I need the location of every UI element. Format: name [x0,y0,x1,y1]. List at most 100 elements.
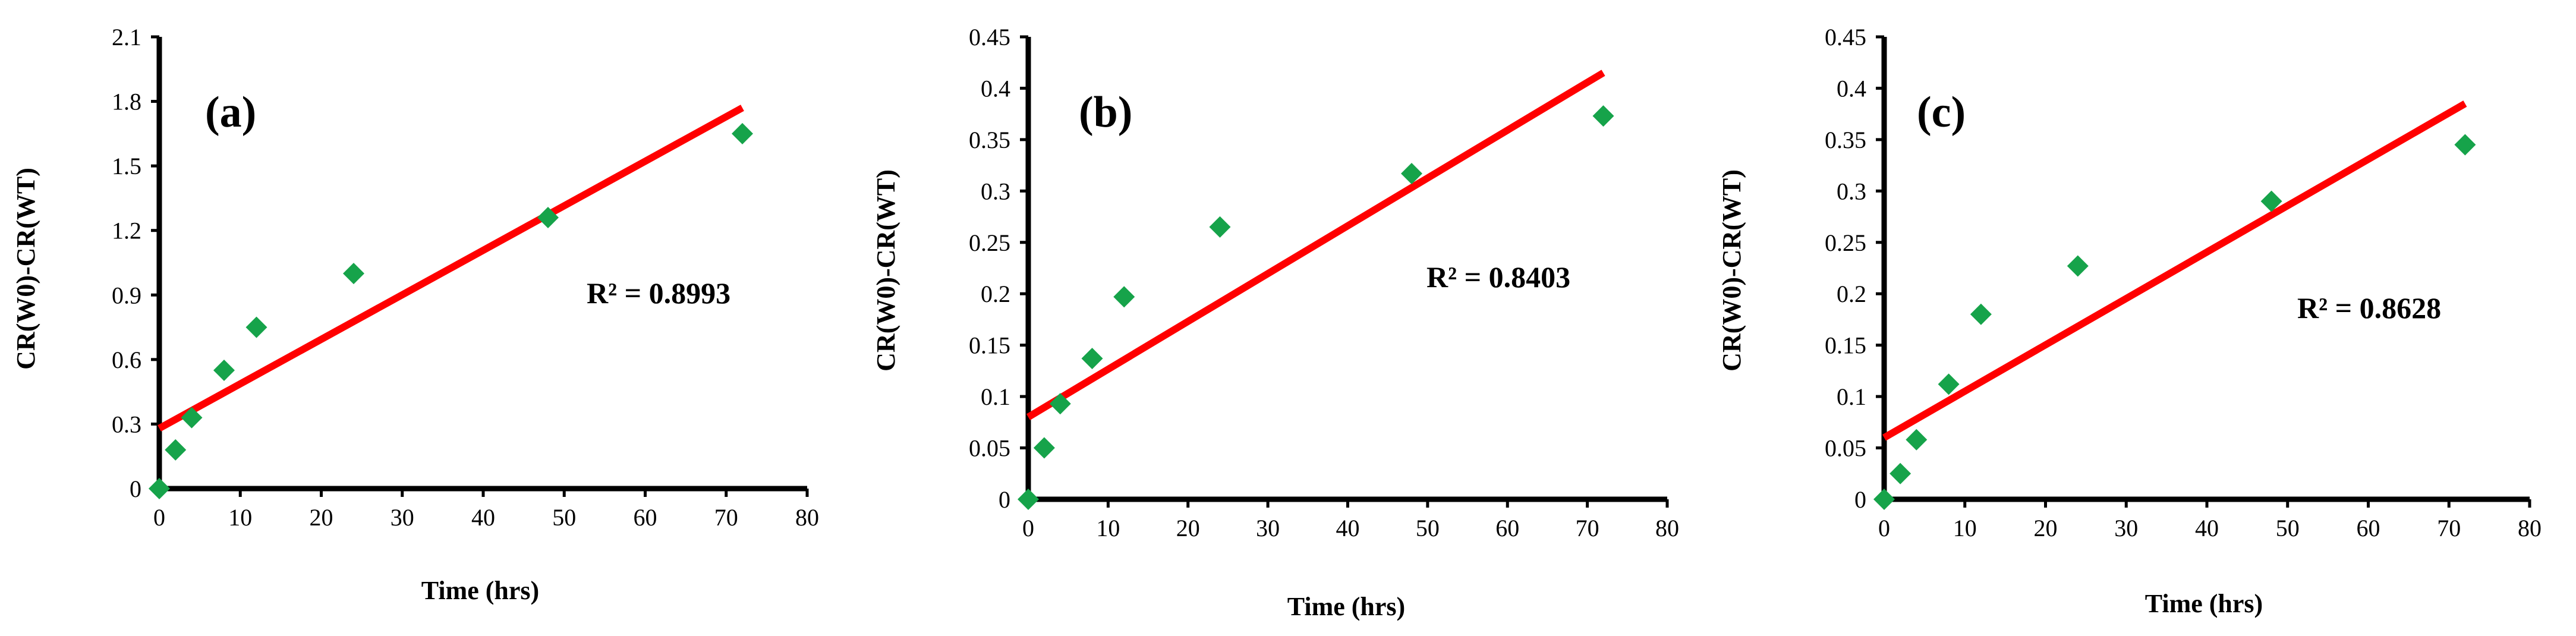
x-tick-label: 60 [634,504,657,531]
data-point [1081,348,1103,370]
data-point [2067,255,2089,277]
chart-panel-a: 0 10 20 30 40 50 60 70 80 0 0.3 0.6 0.9 1.2 1.5 1.8 2.1 … [0,0,859,633]
y-axis-title: CR(W0)-CR(WT) [871,169,900,371]
y-tick-label: 0.05 [1825,435,1866,462]
data-point [1209,216,1231,238]
chart-panel-b: 0 10 20 30 40 50 60 70 80 0 0.05 0.1 0.15 0.2 0.25 0.3 0… [859,0,1718,633]
x-tick-label: 80 [1655,515,1679,541]
data-point [1873,489,1895,510]
r-squared-annotation: R² = 0.8403 [1426,260,1570,294]
data-point [245,316,267,338]
r-squared-annotation: R² = 0.8993 [587,276,730,310]
data-point [732,122,753,144]
x-tick-label: 50 [1416,515,1440,541]
trend-line [1882,100,2467,441]
y-tick-label: 0.25 [1825,229,1866,256]
r-squared-annotation: R² = 0.8628 [2297,291,2441,325]
panel-label: (c) [1917,88,1966,137]
x-tick-label: 80 [795,504,819,531]
x-tick-label: 60 [1495,515,1519,541]
x-tick-label: 0 [153,504,165,531]
y-axis-title: CR(W0)-CR(WT) [1718,169,1746,371]
y-tick-label: 0.3 [981,178,1010,204]
y-tick-label: 0.6 [112,347,141,373]
x-tick-label: 40 [2195,515,2219,541]
x-tick-label: 0 [1022,515,1034,541]
y-tick-label: 1.2 [112,218,141,244]
chart-b-svg: 0 10 20 30 40 50 60 70 80 0 0.05 0.1 0.15 0.2 0.25 0.3 0… [871,24,1679,621]
x-tick-label: 60 [2357,515,2380,541]
x-tick-label: 70 [2437,515,2461,541]
x-tick-label: 50 [552,504,576,531]
y-tick-label: 0.15 [969,332,1010,359]
data-point [343,263,364,285]
y-tick-label: 0.4 [981,75,1010,102]
axes-group: 0 10 20 30 40 50 60 70 80 0 0.05 0.1 0.15 0.2 0.25 0.3 0… [969,24,1679,541]
y-tick-label: 0 [130,476,141,502]
x-tick-label: 80 [2518,515,2542,541]
data-point [1938,373,1960,395]
chart-a-svg: 0 10 20 30 40 50 60 70 8000.30.60.91.21.51.82.1 … [11,24,819,605]
x-tick-label: 20 [2034,515,2058,541]
axes-group: 0 10 20 30 40 50 60 70 80 0 0.05 0.1 0.15 0.2 0.25 0.3 0… [1825,24,2542,541]
x-tick-label: 50 [2276,515,2300,541]
x-tick-label: 30 [391,504,414,531]
x-tick-label: 70 [1576,515,1599,541]
data-point [1970,303,1992,325]
data-point [1018,489,1039,510]
y-tick-label: 0.05 [969,435,1010,462]
x-tick-label: 10 [1096,515,1120,541]
y-tick-label: 0.35 [1825,127,1866,153]
y-tick-label: 1.5 [112,153,141,180]
y-tick-label: 0.3 [112,411,141,437]
y-tick-label: 0.4 [1837,75,1866,102]
y-tick-label: 0.45 [969,24,1010,51]
y-tick-label: 0.3 [1837,178,1866,204]
chart-panel-c: 0 10 20 30 40 50 60 70 80 0 0.05 0.1 0.15 0.2 0.25 0.3 0… [1717,0,2576,633]
y-tick-label: 0.1 [981,383,1010,410]
x-tick-label: 10 [228,504,252,531]
trend-line [158,105,744,432]
chart-c-svg: 0 10 20 30 40 50 60 70 80 0 0.05 0.1 0.15 0.2 0.25 0.3 0… [1717,24,2542,618]
y-tick-label: 0.15 [1825,332,1866,359]
y-tick-label: 0.35 [969,127,1010,153]
marks-group [149,105,753,499]
trend-line [1026,70,1605,420]
y-tick-label: 2.1 [112,24,141,51]
data-point [2454,134,2476,156]
y-tick-label: 0.45 [1825,24,1866,51]
y-tick-label: 0.25 [969,229,1010,256]
panel-label: (a) [205,88,256,137]
data-point [165,439,187,461]
y-tick-label: 1.8 [112,89,141,115]
y-tick-label: 0.1 [1837,383,1866,410]
x-axis-title: Time (hrs) [2145,589,2263,618]
x-tick-label: 40 [1336,515,1360,541]
marks-group [1873,100,2476,510]
y-tick-label: 0.2 [981,281,1010,307]
data-point [537,207,559,228]
x-tick-label: 30 [1256,515,1280,541]
x-tick-label: 10 [1953,515,1977,541]
x-tick-label: 30 [2114,515,2138,541]
data-point [2260,190,2282,212]
data-point [213,359,235,381]
data-point [1592,105,1614,127]
y-tick-label: 0 [1854,486,1866,513]
x-axis-title: Time (hrs) [1287,592,1405,621]
axes-group: 0 10 20 30 40 50 60 70 80 0 0.3 0.6 0.9 1.2 1.5 1.8 2.1 [112,24,819,531]
y-tick-label: 0 [999,486,1010,513]
data-point [149,478,170,499]
marks-group [1018,70,1614,510]
y-axis-title: CR(W0)-CR(WT) [11,168,40,370]
y-tick-label: 0.9 [112,282,141,308]
data-point [1033,437,1055,459]
data-point [1049,393,1071,415]
x-tick-label: 40 [471,504,495,531]
x-tick-label: 20 [310,504,333,531]
x-axis-title: Time (hrs) [421,576,539,605]
x-tick-label: 20 [1176,515,1200,541]
data-point [1113,286,1135,308]
x-tick-label: 0 [1878,515,1890,541]
data-point [181,407,203,429]
